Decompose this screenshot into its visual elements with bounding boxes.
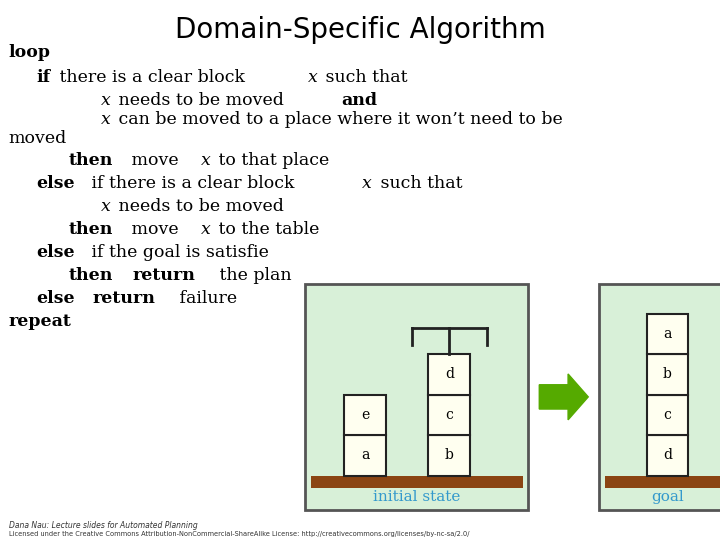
Text: if the goal is satisfie: if the goal is satisfie [86,244,269,261]
Text: x: x [307,69,318,86]
Bar [344,395,386,435]
Text: b: b [445,449,454,462]
Text: move: move [126,152,184,169]
Bar [599,284,720,510]
Bar [344,435,386,476]
Text: moved: moved [9,130,67,146]
Text: return: return [93,290,156,307]
Text: move: move [126,221,184,238]
Text: such that: such that [320,69,408,86]
Bar [605,476,720,488]
Text: if: if [36,69,50,86]
Text: b: b [663,368,672,381]
Text: if there is a clear block: if there is a clear block [86,176,300,192]
Text: return: return [132,267,196,284]
Text: x: x [101,92,111,109]
Text: goal: goal [651,490,684,504]
Bar [647,435,688,476]
Text: can be moved to a place where it won’t need to be: can be moved to a place where it won’t n… [113,111,563,127]
Text: else: else [36,244,75,261]
Text: x: x [201,152,210,169]
Text: c: c [446,408,453,422]
Text: else: else [36,176,75,192]
Text: e: e [361,408,369,422]
Text: c: c [664,408,671,422]
Text: x: x [101,198,111,215]
Text: else: else [36,290,75,307]
Text: initial state: initial state [373,490,461,504]
Text: needs to be moved: needs to be moved [113,198,284,215]
Bar [647,395,688,435]
Bar [428,435,470,476]
Bar [647,354,688,395]
Text: Licensed under the Creative Commons Attribution-NonCommercial-ShareAlike License: Licensed under the Creative Commons Attr… [9,531,469,537]
Bar [647,314,688,354]
Text: such that: such that [374,176,462,192]
Text: failure: failure [174,290,237,307]
Text: to that place: to that place [213,152,330,169]
Text: d: d [445,368,454,381]
Text: Domain-Specific Algorithm: Domain-Specific Algorithm [175,16,545,44]
Text: x: x [362,176,372,192]
Text: a: a [663,327,672,341]
Text: Dana Nau: Lecture slides for Automated Planning: Dana Nau: Lecture slides for Automated P… [9,521,197,530]
Text: and: and [341,92,377,109]
Text: then: then [68,221,113,238]
Text: d: d [663,449,672,462]
Bar [428,395,470,435]
Bar [311,476,523,488]
Text: to the table: to the table [213,221,320,238]
Text: repeat: repeat [9,313,71,330]
Text: then: then [68,267,113,284]
Text: the plan: the plan [214,267,292,284]
Text: x: x [201,221,210,238]
Text: x: x [101,111,111,127]
Bar [428,354,470,395]
Text: then: then [68,152,113,169]
Text: there is a clear block: there is a clear block [54,69,251,86]
Text: a: a [361,449,369,462]
Bar [305,284,528,510]
Text: loop: loop [9,44,50,61]
Polygon shape [539,374,588,420]
Text: needs to be moved: needs to be moved [113,92,289,109]
